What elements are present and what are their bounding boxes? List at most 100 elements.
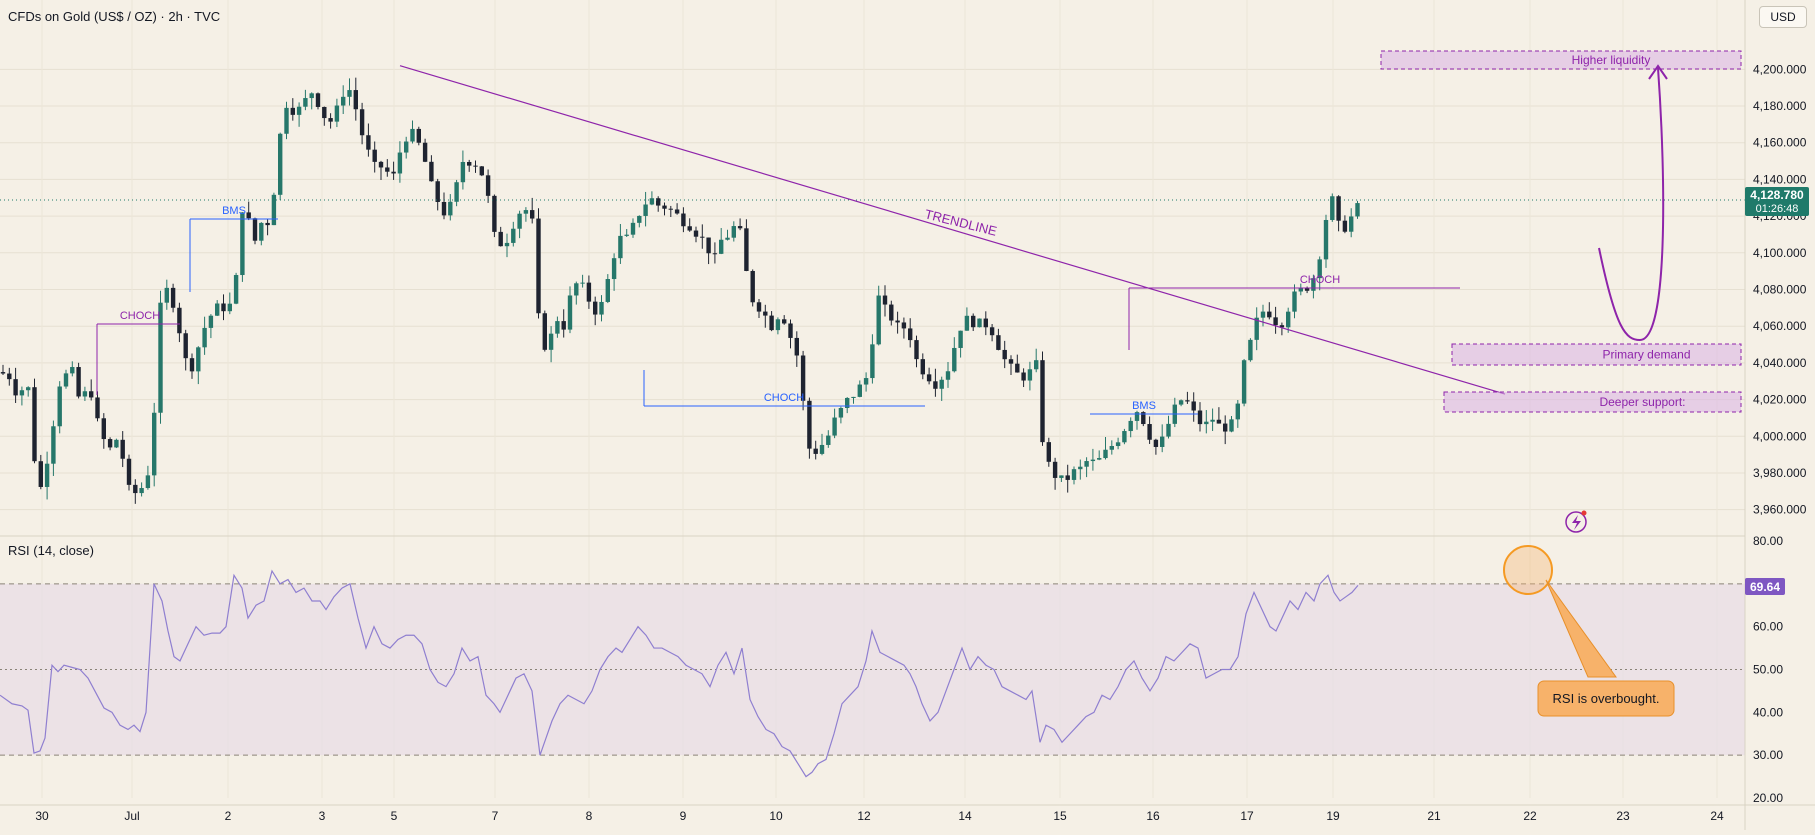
candle-body bbox=[1002, 349, 1007, 360]
candle-body bbox=[1153, 439, 1159, 447]
candle-body bbox=[441, 201, 447, 216]
date-tick-label: 16 bbox=[1146, 809, 1160, 823]
candle-body bbox=[341, 96, 346, 106]
date-tick-label: 19 bbox=[1326, 809, 1340, 823]
candle-body bbox=[782, 319, 787, 324]
candle-body bbox=[240, 212, 245, 276]
date-tick-label: 10 bbox=[769, 809, 783, 823]
candle-body bbox=[1021, 372, 1026, 381]
candle-body bbox=[1355, 203, 1360, 217]
candle-body bbox=[0, 372, 6, 374]
candle-body bbox=[700, 236, 705, 238]
candle-body bbox=[271, 194, 277, 226]
candle-body bbox=[101, 418, 106, 440]
candle-body bbox=[1027, 369, 1033, 381]
candle-body bbox=[895, 320, 900, 323]
candle-body bbox=[725, 237, 730, 240]
candle-body bbox=[1279, 325, 1285, 328]
candle-body bbox=[1267, 311, 1272, 318]
price-tick-label: 4,160.000 bbox=[1753, 136, 1807, 150]
candle-body bbox=[530, 210, 535, 219]
candle-body bbox=[876, 295, 881, 345]
currency-button[interactable]: USD bbox=[1759, 6, 1807, 28]
candle-body bbox=[303, 98, 308, 107]
rsi-badge-value: 69.64 bbox=[1750, 580, 1780, 594]
rsi-callout-text: RSI is overbought. bbox=[1553, 691, 1660, 706]
overbought-highlight-icon bbox=[1503, 545, 1553, 595]
date-tick-label: 22 bbox=[1523, 809, 1537, 823]
price-tick-label: 4,180.000 bbox=[1753, 99, 1807, 113]
candle-body bbox=[737, 226, 743, 229]
price-tick-label: 3,960.000 bbox=[1753, 503, 1807, 517]
candle-body bbox=[1103, 449, 1108, 459]
candle-body bbox=[183, 333, 188, 359]
candle-body bbox=[139, 488, 144, 494]
date-tick-label: 2 bbox=[225, 809, 232, 823]
candle-body bbox=[813, 448, 818, 454]
rsi-callout-box bbox=[1537, 680, 1675, 717]
trendline bbox=[399, 65, 1506, 395]
candle-body bbox=[889, 304, 894, 321]
annotation-layer: TRENDLINE CHOCH BMS CHOCH BMS CHOCH Higher liq… bbox=[96, 50, 1742, 717]
candle-body bbox=[1134, 412, 1140, 421]
price-tick-label: 4,060.000 bbox=[1753, 319, 1807, 333]
rsi-tick-label: 30.00 bbox=[1753, 748, 1783, 762]
candle-body bbox=[580, 282, 585, 284]
candle-body bbox=[845, 397, 850, 409]
candle-body bbox=[744, 228, 749, 271]
candle-body bbox=[1304, 288, 1310, 291]
candle-body bbox=[511, 228, 516, 243]
candle-body bbox=[750, 270, 755, 303]
candle-body bbox=[983, 318, 988, 328]
candle-body bbox=[687, 226, 692, 231]
candle-body bbox=[1210, 419, 1215, 422]
price-tick-label: 3,980.000 bbox=[1753, 466, 1807, 480]
candle-body bbox=[1204, 421, 1209, 425]
higher-liquidity-label: Higher liquidity bbox=[1572, 53, 1651, 67]
candle-body bbox=[152, 412, 157, 476]
candle-body bbox=[114, 439, 119, 448]
candle-body bbox=[933, 381, 938, 389]
candle-body bbox=[378, 161, 384, 168]
candle-body bbox=[1034, 360, 1039, 370]
candle-body bbox=[624, 234, 629, 236]
candle-body bbox=[863, 378, 869, 385]
candle-body bbox=[517, 213, 522, 229]
candle-body bbox=[385, 167, 390, 172]
candle-body bbox=[1286, 311, 1291, 328]
primary-demand-label: Primary demand bbox=[1602, 348, 1690, 362]
candle-body bbox=[542, 313, 547, 350]
candle-body bbox=[290, 107, 295, 115]
candle-body bbox=[971, 315, 976, 328]
price-badge-countdown: 01:26:48 bbox=[1756, 203, 1799, 215]
candle-body bbox=[958, 330, 963, 348]
candle-body bbox=[693, 230, 699, 237]
candle-body bbox=[536, 218, 541, 314]
candle-body bbox=[259, 222, 264, 241]
candle-body bbox=[908, 328, 913, 341]
candle-body bbox=[870, 344, 875, 379]
candle-body bbox=[177, 307, 182, 334]
candle-body bbox=[719, 239, 724, 254]
candle-body bbox=[1040, 360, 1045, 443]
higher-liquidity-zone bbox=[1380, 50, 1742, 70]
candle-body bbox=[1122, 431, 1127, 443]
candle-body bbox=[1128, 420, 1133, 432]
candle-body bbox=[95, 397, 100, 419]
candle-body bbox=[158, 302, 163, 413]
candle-body bbox=[1141, 412, 1146, 425]
candle-body bbox=[1330, 196, 1335, 220]
candle-body bbox=[1147, 424, 1152, 440]
candle-series bbox=[0, 77, 1745, 504]
candle-body bbox=[485, 175, 491, 196]
candle-body bbox=[215, 303, 220, 316]
candle-body bbox=[82, 391, 88, 397]
candle-body bbox=[170, 287, 176, 308]
date-tick-label: Jul bbox=[124, 809, 139, 823]
candle-body bbox=[1235, 403, 1240, 420]
candle-body bbox=[1059, 475, 1064, 478]
candle-body bbox=[1084, 461, 1089, 467]
candle-body bbox=[1046, 442, 1051, 462]
candle-body bbox=[593, 301, 598, 315]
candle-body bbox=[1166, 423, 1171, 437]
